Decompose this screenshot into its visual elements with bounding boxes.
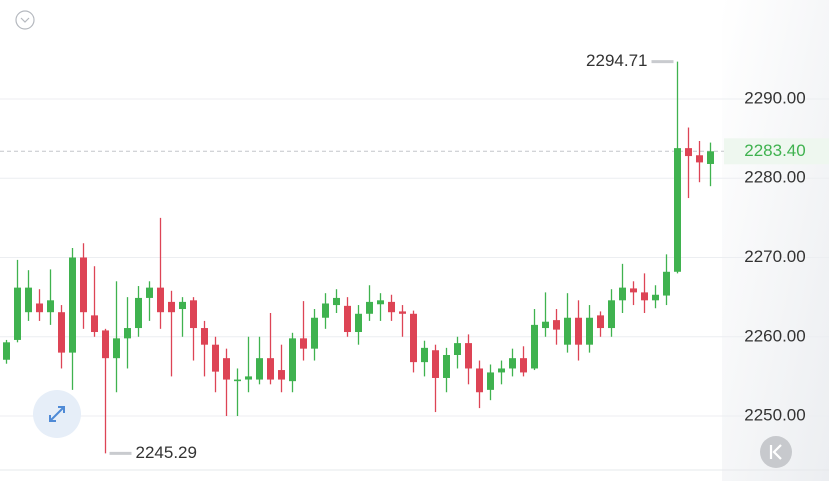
y-tick-label: 2270.00 [744,247,805,266]
candle-body [421,347,428,363]
candle-body [124,328,131,339]
y-tick-label: 2290.00 [744,88,805,107]
candle-body [146,287,153,298]
candle-body [168,301,175,313]
candle-body [366,301,373,314]
y-tick-label: 2250.00 [744,406,805,425]
candle-body [212,344,219,372]
expand-button[interactable] [33,390,81,438]
candle-body [674,148,681,272]
candle-body [498,368,505,373]
candle-body [630,288,637,293]
candle-body [69,257,76,353]
candle-body [355,313,362,333]
candle-body [586,317,593,345]
candle-body [157,287,164,313]
candle-body [652,294,659,301]
candle-body [432,350,439,378]
last-price-label: 2283.40 [744,141,805,160]
candle-body [542,321,549,329]
candle-body [256,358,263,380]
candle-body [322,303,329,318]
candle-body [443,354,450,378]
candle-body [267,358,274,380]
candle-body [278,370,285,380]
candle-body [245,376,252,380]
candle-body [3,342,10,360]
candle-body [608,300,615,329]
candle-body [91,315,98,333]
candle-body [685,148,692,157]
candle-body [707,151,714,164]
candle-body [410,313,417,363]
candle-body [663,271,670,296]
candle-body [465,343,472,369]
candle-body [641,292,648,301]
candle-body [25,287,32,313]
candle-body [289,338,296,382]
candle-body [223,358,230,380]
candle-body [520,358,527,373]
candle-body [14,287,21,340]
candle-body [190,300,197,329]
candle-body [234,379,241,382]
max-label: 2294.71 [586,51,647,70]
price-axis-panel [722,0,829,481]
candle-body [476,368,483,393]
candle-body [597,315,604,329]
y-tick-label: 2260.00 [744,326,805,345]
candle-body [388,301,395,313]
candle-body [696,155,703,163]
candle-body [201,328,208,345]
candle-body [135,297,142,329]
candle-body [179,301,186,310]
candle-body [311,317,318,349]
candle-body [344,305,351,333]
candle-body [113,338,120,359]
candle-body [80,257,87,313]
grid [0,98,829,417]
candle-body [619,287,626,301]
candle-body [454,343,461,355]
labels: 2250.00 2260.00 2270.00 2280.00 2290.00 2294.… [109,51,829,462]
min-label: 2245.29 [136,443,197,462]
candle-body [333,297,340,306]
candle-body [531,324,538,369]
scroll-latest-button[interactable] [760,436,792,468]
candle-body [487,372,494,390]
candle-body [36,303,43,313]
candle-body [564,317,571,345]
candle-body [575,317,582,345]
last-price-bg [724,138,829,165]
candle-body [47,300,54,313]
dropdown-icon[interactable] [15,10,35,30]
candles [3,61,714,454]
candle-body [399,311,406,314]
y-tick-label: 2280.00 [744,168,805,187]
candle-body [553,320,560,330]
candle-body [300,338,307,349]
candle-body [509,358,516,369]
candle-body [58,312,65,353]
candle-body [377,300,384,305]
candle-body [102,330,109,359]
